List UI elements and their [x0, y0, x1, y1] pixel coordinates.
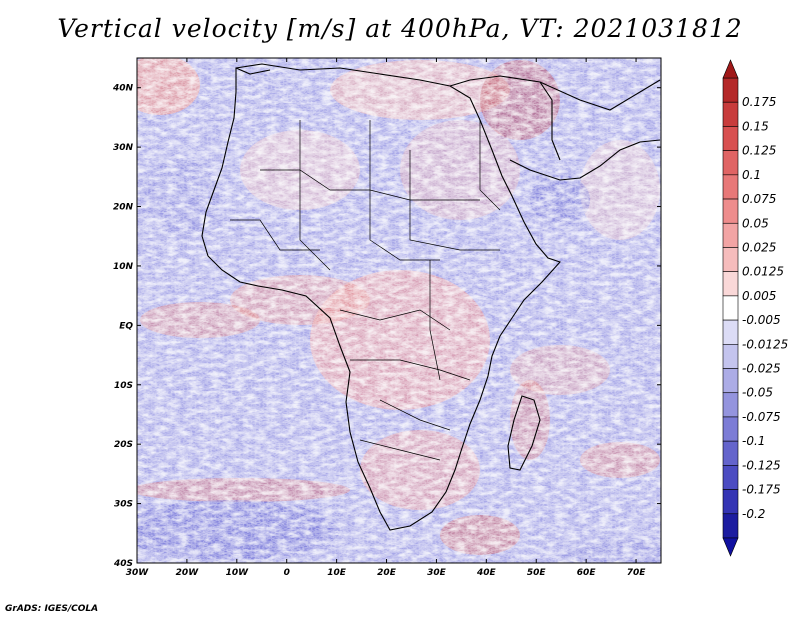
- colorbar-label: 0.15: [742, 119, 769, 133]
- border-line: [350, 359, 471, 381]
- border-line: [299, 120, 331, 271]
- border-line: [339, 309, 451, 331]
- lat-label: 30N: [113, 143, 134, 153]
- map-title: Vertical velocity [m/s] at 400hPa, VT: 2…: [57, 14, 743, 43]
- colorbar: [722, 59, 739, 557]
- colorbar-min-arrow: [722, 537, 739, 557]
- grads-credit: GrADS: IGES/COLA: [5, 604, 99, 614]
- colorbar-label: 0.025: [742, 240, 776, 254]
- lat-label: 10S: [114, 381, 133, 391]
- colorbar-swatch: [722, 150, 739, 176]
- colorbar-swatch: [722, 513, 739, 539]
- colorbar-swatch: [722, 489, 739, 515]
- colorbar-label: 0.075: [742, 192, 776, 206]
- colorbar-label: -0.005: [742, 313, 781, 327]
- africa-coastline: [201, 63, 561, 531]
- border-line: [409, 150, 500, 251]
- field-texture-fine: [137, 58, 661, 563]
- lon-label: 60E: [577, 568, 597, 578]
- colorbar-label: 0.1: [742, 168, 761, 182]
- lon-label: 10W: [226, 568, 250, 578]
- colorbar-swatch: [722, 295, 739, 321]
- colorbar-swatch: [722, 392, 739, 418]
- axis-ticks: [136, 58, 661, 564]
- colorbar-swatch: [722, 344, 739, 369]
- colorbar-swatch: [722, 319, 739, 345]
- colorbar-label: 0.005: [742, 289, 776, 303]
- colorbar-label: 0.125: [742, 144, 776, 158]
- lat-label: 30S: [114, 500, 133, 510]
- colorbar-label: -0.025: [742, 362, 781, 376]
- arabia-coastline: [509, 139, 661, 181]
- border-line: [359, 439, 441, 461]
- lon-label: 10E: [327, 568, 347, 578]
- latitude-labels: 40N 30N 20N 10N EQ 10S 20S 30S 40S: [112, 84, 134, 569]
- lat-label: 20N: [113, 203, 134, 213]
- longitude-labels: 30W 20W 10W 0 10E 20E 30E 40E 50E 60E 70E: [126, 568, 646, 578]
- lon-label: 20W: [176, 568, 200, 578]
- colorbar-labels: 0.175 0.15 0.125 0.1 0.075 0.05 0.025 0.0125 0.0…: [742, 95, 788, 521]
- colorbar-label: -0.0125: [742, 337, 788, 351]
- colorbar-swatch: [722, 368, 739, 394]
- colorbar-swatch: [722, 440, 739, 466]
- colorbar-label: -0.2: [742, 507, 765, 521]
- colorbar-label: -0.05: [742, 386, 773, 400]
- colorbar-max-arrow: [722, 59, 739, 79]
- asia-coastline: [449, 75, 661, 111]
- lon-label: 70E: [627, 568, 647, 578]
- lat-label: EQ: [119, 321, 133, 331]
- colorbar-label: -0.075: [742, 410, 781, 424]
- lat-label: 40S: [113, 559, 133, 569]
- field-layer: [137, 58, 661, 563]
- border-line: [230, 219, 320, 251]
- coastlines: [201, 63, 661, 531]
- colorbar-label: 0.0125: [742, 265, 784, 279]
- border-line: [369, 120, 440, 261]
- colorbar-swatch: [722, 271, 739, 297]
- colorbar-label: -0.175: [742, 483, 781, 497]
- colorbar-swatch: [722, 247, 739, 272]
- colorbar-label: 0.05: [742, 216, 769, 230]
- lon-label: 50E: [527, 568, 547, 578]
- country-borders: [230, 120, 501, 461]
- lat-label: 10N: [113, 262, 134, 272]
- lon-label: 40E: [476, 568, 497, 578]
- colorbar-swatch: [722, 465, 739, 490]
- colorbar-swatch: [722, 174, 739, 200]
- lon-label: 30E: [427, 568, 447, 578]
- colorbar-label: 0.175: [742, 95, 776, 109]
- lat-label: 40N: [112, 84, 134, 94]
- iberia-coastline: [235, 67, 271, 75]
- colorbar-swatch: [722, 126, 739, 151]
- map-frame: [136, 57, 662, 564]
- lon-label: 30W: [126, 568, 150, 578]
- colorbar-swatch: [722, 77, 739, 103]
- colorbar-swatch: [722, 198, 739, 224]
- colorbar-swatch: [722, 416, 739, 442]
- border-line: [429, 260, 441, 381]
- colorbar-swatch: [722, 222, 739, 248]
- border-line: [379, 399, 451, 431]
- colorbar-label: -0.125: [742, 458, 781, 472]
- lon-label: 20E: [377, 568, 397, 578]
- border-line: [479, 120, 501, 211]
- red-sea-coastline: [539, 81, 561, 161]
- colorbar-swatch: [722, 101, 739, 127]
- colorbar-label: -0.1: [742, 434, 765, 448]
- lon-label: 0: [284, 568, 290, 578]
- madagascar-coastline: [507, 395, 541, 471]
- lat-label: 20S: [114, 440, 133, 450]
